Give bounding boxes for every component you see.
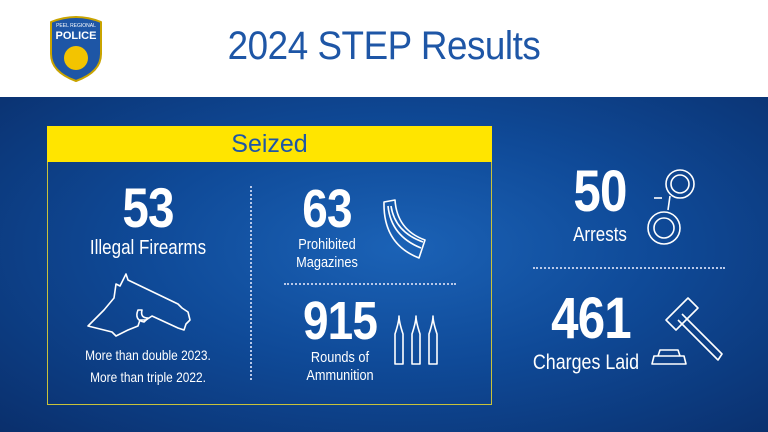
arrests-count: 50 — [573, 159, 627, 224]
divider-vertical — [250, 186, 252, 380]
bullets-icon — [394, 315, 438, 365]
seized-heading: Seized — [47, 126, 492, 162]
police-logo: PEEL REGIONAL POLICE — [47, 14, 105, 82]
divider-right — [533, 267, 725, 269]
ammunition-label-1: Rounds of — [310, 349, 370, 366]
header — [0, 0, 768, 97]
charges-label: Charges Laid — [532, 351, 640, 374]
firearms-note-2022: More than triple 2022. — [90, 369, 206, 385]
magazines-label-2: Magazines — [296, 254, 358, 271]
divider-horizontal — [284, 283, 456, 285]
page-title: 2024 STEP Results — [227, 24, 541, 68]
handgun-icon — [87, 273, 191, 337]
firearms-count: 53 — [122, 176, 174, 239]
handcuffs-icon — [647, 169, 695, 245]
charges-count: 461 — [551, 286, 632, 351]
magazine-icon — [383, 199, 426, 259]
ammunition-label-2: Ammunition — [306, 367, 374, 384]
magazines-count: 63 — [302, 179, 352, 239]
magazines-label-1: Prohibited — [298, 236, 356, 253]
firearms-note-2023: More than double 2023. — [85, 347, 211, 363]
firearms-label: Illegal Firearms — [89, 237, 207, 259]
ammunition-count: 915 — [302, 291, 378, 351]
gavel-icon — [651, 297, 723, 365]
arrests-label: Arrests — [573, 224, 627, 246]
